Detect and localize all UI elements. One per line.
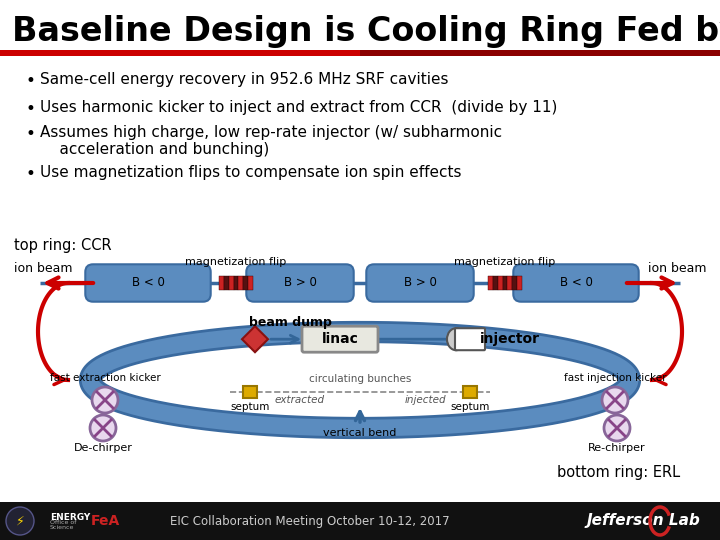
Text: B > 0: B > 0 <box>284 276 316 289</box>
Bar <box>493 276 498 290</box>
Text: B < 0: B < 0 <box>132 276 164 289</box>
Text: EIC Collaboration Meeting October 10-12, 2017: EIC Collaboration Meeting October 10-12,… <box>170 515 450 528</box>
Text: extracted: extracted <box>275 395 325 405</box>
Text: magnetization flip: magnetization flip <box>185 257 287 267</box>
Text: injector: injector <box>480 332 540 346</box>
Bar <box>219 276 224 290</box>
Text: FeA: FeA <box>91 514 120 528</box>
Text: •: • <box>25 165 35 183</box>
FancyBboxPatch shape <box>302 326 378 352</box>
Text: ENERGY: ENERGY <box>50 512 90 522</box>
Bar <box>229 276 233 290</box>
Text: Re-chirper: Re-chirper <box>588 443 646 453</box>
Bar <box>488 276 493 290</box>
Text: Use magnetization flips to compensate ion spin effects: Use magnetization flips to compensate io… <box>40 165 462 180</box>
Text: De-chirper: De-chirper <box>73 443 132 453</box>
Text: ⚡: ⚡ <box>16 515 24 528</box>
Text: Uses harmonic kicker to inject and extract from CCR  (divide by 11): Uses harmonic kicker to inject and extra… <box>40 100 557 115</box>
Bar <box>0 50 360 56</box>
Polygon shape <box>242 326 268 352</box>
Bar <box>238 276 243 290</box>
Text: Jefferson Lab: Jefferson Lab <box>586 514 700 529</box>
Bar <box>248 276 253 290</box>
Text: Assumes high charge, low rep-rate injector (w/ subharmonic
    acceleration and : Assumes high charge, low rep-rate inject… <box>40 125 502 157</box>
Circle shape <box>6 507 34 535</box>
Bar <box>224 276 229 290</box>
Text: top ring: CCR: top ring: CCR <box>14 238 112 253</box>
Text: Office of
Science: Office of Science <box>50 519 76 530</box>
Circle shape <box>90 415 116 441</box>
Ellipse shape <box>447 328 465 350</box>
Text: vertical bend: vertical bend <box>323 428 397 438</box>
Bar <box>498 276 503 290</box>
Circle shape <box>92 387 118 413</box>
Text: ion beam: ion beam <box>647 262 706 275</box>
FancyBboxPatch shape <box>85 264 211 302</box>
Text: •: • <box>25 72 35 90</box>
Text: Baseline Design is Cooling Ring Fed by ERL: Baseline Design is Cooling Ring Fed by E… <box>12 15 720 48</box>
Bar <box>503 276 508 290</box>
Bar <box>243 276 248 290</box>
Text: B < 0: B < 0 <box>559 276 593 289</box>
Text: linac: linac <box>322 332 359 346</box>
Text: magnetization flip: magnetization flip <box>454 257 556 267</box>
Text: B > 0: B > 0 <box>404 276 436 289</box>
Text: beam dump: beam dump <box>248 316 331 329</box>
FancyBboxPatch shape <box>366 264 474 302</box>
Bar <box>233 276 238 290</box>
FancyBboxPatch shape <box>513 264 639 302</box>
Text: septum: septum <box>230 402 270 412</box>
FancyBboxPatch shape <box>455 328 485 350</box>
Circle shape <box>602 387 628 413</box>
Text: ion beam: ion beam <box>14 262 73 275</box>
Text: •: • <box>25 100 35 118</box>
Text: fast injection kicker: fast injection kicker <box>564 373 666 383</box>
Text: septum: septum <box>450 402 490 412</box>
Text: injected: injected <box>404 395 446 405</box>
Bar <box>0 50 720 56</box>
Bar <box>0 502 720 540</box>
FancyBboxPatch shape <box>246 264 354 302</box>
Text: fast extraction kicker: fast extraction kicker <box>50 373 161 383</box>
Bar <box>513 276 517 290</box>
Text: •: • <box>25 125 35 143</box>
Text: Same-cell energy recovery in 952.6 MHz SRF cavities: Same-cell energy recovery in 952.6 MHz S… <box>40 72 449 87</box>
Bar <box>508 276 513 290</box>
Bar <box>463 386 477 398</box>
Text: bottom ring: ERL: bottom ring: ERL <box>557 465 680 480</box>
Bar <box>243 386 257 398</box>
Bar <box>517 276 522 290</box>
Text: circulating bunches: circulating bunches <box>309 374 411 384</box>
Circle shape <box>604 415 630 441</box>
